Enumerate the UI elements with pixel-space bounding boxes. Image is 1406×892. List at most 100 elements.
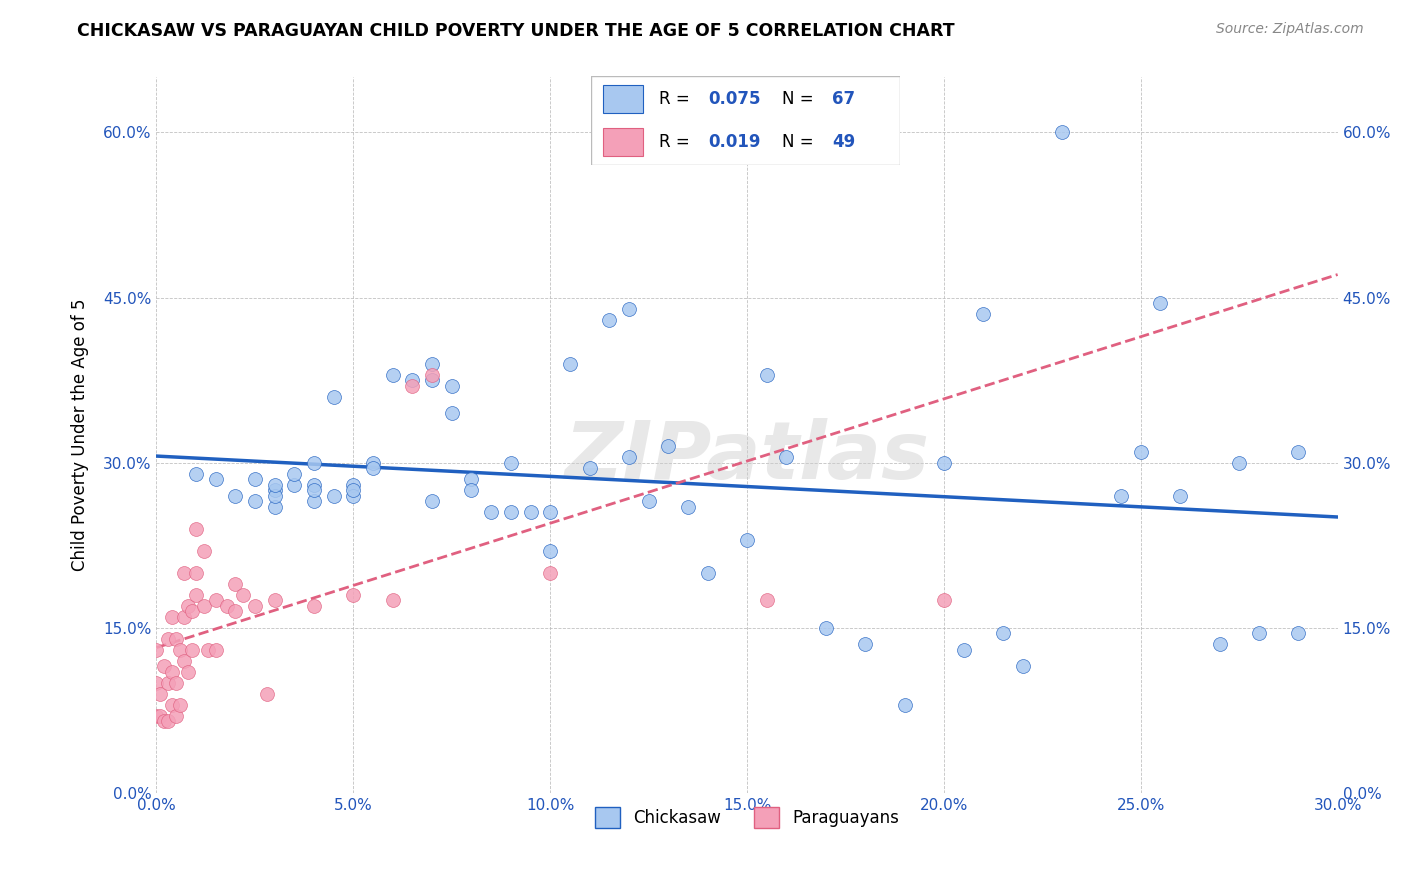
Point	[165, 708, 187, 723]
Point	[342, 477, 364, 491]
Point	[322, 489, 344, 503]
Point	[1129, 444, 1152, 458]
Point	[578, 461, 600, 475]
Point	[181, 642, 204, 657]
Point	[193, 543, 215, 558]
Legend: Chickasaw, Paraguayans: Chickasaw, Paraguayans	[588, 801, 905, 834]
Point	[149, 708, 172, 723]
Point	[538, 543, 561, 558]
Point	[243, 472, 266, 486]
Point	[1149, 296, 1171, 310]
Point	[162, 665, 184, 679]
Point	[519, 505, 541, 519]
Point	[283, 467, 305, 481]
Bar	[603, 85, 643, 113]
Point	[263, 593, 285, 607]
Point	[538, 505, 561, 519]
Point	[217, 599, 239, 613]
Point	[1286, 626, 1309, 640]
Point	[1011, 659, 1033, 673]
Point	[1168, 489, 1191, 503]
Point	[224, 576, 246, 591]
Point	[256, 687, 278, 701]
Point	[558, 357, 581, 371]
Point	[153, 714, 176, 728]
Point	[361, 461, 384, 475]
Point	[657, 439, 679, 453]
Point	[381, 368, 404, 382]
Point	[361, 456, 384, 470]
Point	[499, 456, 522, 470]
Point	[263, 489, 285, 503]
Point	[302, 599, 325, 613]
Point	[322, 390, 344, 404]
Point	[853, 637, 876, 651]
Point	[169, 642, 191, 657]
Point	[243, 494, 266, 508]
Point	[145, 708, 167, 723]
Point	[173, 609, 195, 624]
Point	[153, 659, 176, 673]
Point	[755, 368, 778, 382]
Point	[420, 357, 443, 371]
Point	[204, 593, 226, 607]
Point	[263, 483, 285, 497]
Point	[169, 698, 191, 712]
Point	[617, 301, 640, 316]
Point	[460, 483, 482, 497]
Point	[342, 483, 364, 497]
Point	[775, 450, 797, 464]
Point	[1227, 456, 1250, 470]
Point	[1208, 637, 1230, 651]
Text: N =: N =	[782, 90, 820, 108]
Point	[972, 307, 994, 321]
Point	[460, 472, 482, 486]
Point	[932, 456, 955, 470]
Point	[1286, 444, 1309, 458]
Text: N =: N =	[782, 133, 820, 151]
Point	[204, 642, 226, 657]
Text: 67: 67	[832, 90, 855, 108]
Point	[952, 642, 974, 657]
Point	[932, 593, 955, 607]
Point	[224, 604, 246, 618]
Point	[184, 522, 207, 536]
Text: ZIPatlas: ZIPatlas	[565, 417, 929, 495]
Point	[157, 714, 180, 728]
Point	[440, 378, 463, 392]
Point	[162, 698, 184, 712]
Point	[991, 626, 1014, 640]
Text: 0.075: 0.075	[709, 90, 761, 108]
Point	[197, 642, 219, 657]
Y-axis label: Child Poverty Under the Age of 5: Child Poverty Under the Age of 5	[72, 299, 89, 571]
Point	[755, 593, 778, 607]
Point	[499, 505, 522, 519]
Point	[657, 147, 679, 161]
Point	[181, 604, 204, 618]
Point	[342, 588, 364, 602]
Point	[193, 599, 215, 613]
Point	[302, 477, 325, 491]
Point	[204, 472, 226, 486]
Point	[1050, 125, 1073, 139]
Point	[538, 566, 561, 580]
Point	[149, 687, 172, 701]
Point	[165, 632, 187, 646]
Point	[598, 312, 620, 326]
Point	[401, 378, 423, 392]
Point	[173, 654, 195, 668]
Point	[676, 500, 699, 514]
Text: R =: R =	[658, 90, 695, 108]
Text: Source: ZipAtlas.com: Source: ZipAtlas.com	[1216, 22, 1364, 37]
Bar	[603, 128, 643, 156]
Point	[263, 500, 285, 514]
Point	[184, 566, 207, 580]
Point	[420, 494, 443, 508]
Point	[637, 494, 659, 508]
Point	[893, 698, 915, 712]
Point	[184, 467, 207, 481]
Point	[617, 450, 640, 464]
Point	[1247, 626, 1270, 640]
Point	[420, 373, 443, 387]
Text: R =: R =	[658, 133, 695, 151]
